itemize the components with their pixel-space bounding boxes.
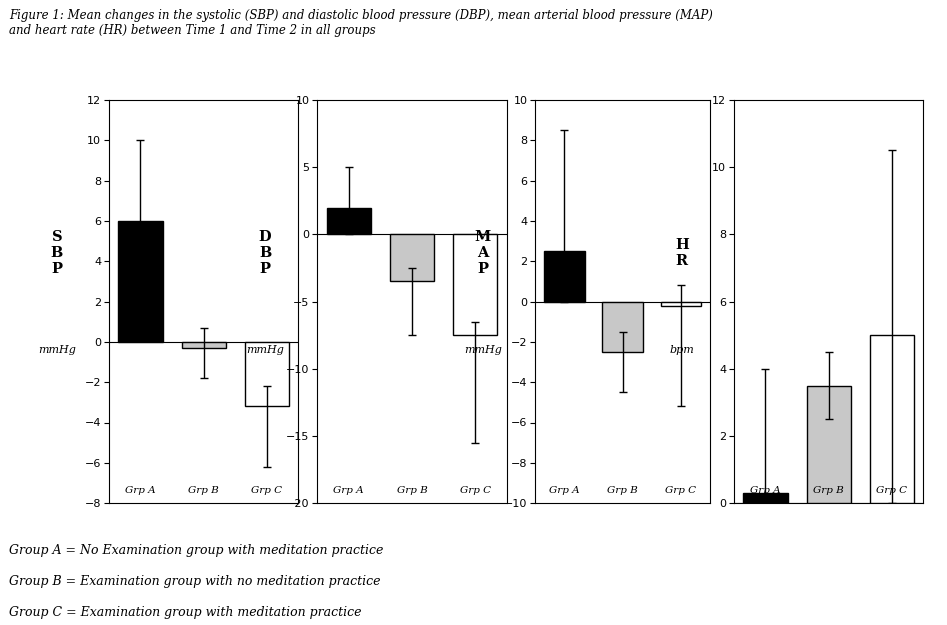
Bar <box>544 251 584 301</box>
Bar <box>869 335 914 503</box>
Text: Grp B: Grp B <box>813 486 844 495</box>
Text: bpm: bpm <box>670 345 694 355</box>
Bar <box>661 301 702 306</box>
Bar <box>602 301 643 352</box>
Text: Figure 1: Mean changes in the systolic (SBP) and diastolic blood pressure (DBP),: Figure 1: Mean changes in the systolic (… <box>9 9 713 38</box>
Text: mmHg: mmHg <box>38 345 76 355</box>
Text: Grp C: Grp C <box>876 486 907 495</box>
Text: S
B
P: S B P <box>51 230 63 276</box>
Text: mmHg: mmHg <box>246 345 284 355</box>
Text: D
B
P: D B P <box>259 230 272 276</box>
Text: Group A = No Examination group with meditation practice: Group A = No Examination group with medi… <box>9 544 384 557</box>
Text: Grp B: Grp B <box>607 486 638 495</box>
Bar <box>390 234 434 281</box>
Text: Group B = Examination group with no meditation practice: Group B = Examination group with no medi… <box>9 575 381 588</box>
Text: Grp A: Grp A <box>125 486 156 495</box>
Bar <box>453 234 497 335</box>
Text: Grp C: Grp C <box>666 486 697 495</box>
Bar <box>327 208 371 234</box>
Text: Grp A: Grp A <box>333 486 365 495</box>
Bar <box>743 493 788 503</box>
Bar <box>182 342 225 348</box>
Text: Grp B: Grp B <box>188 486 219 495</box>
Text: M
A
P: M A P <box>474 230 491 276</box>
Text: Group C = Examination group with meditation practice: Group C = Examination group with meditat… <box>9 606 362 619</box>
Text: Grp C: Grp C <box>459 486 491 495</box>
Bar <box>244 342 289 406</box>
Text: H
R: H R <box>675 238 688 268</box>
Text: Grp A: Grp A <box>750 486 781 495</box>
Text: Grp C: Grp C <box>251 486 282 495</box>
Text: Grp B: Grp B <box>397 486 427 495</box>
Bar <box>807 386 850 503</box>
Bar <box>118 221 163 342</box>
Text: Grp A: Grp A <box>549 486 580 495</box>
Text: mmHg: mmHg <box>464 345 502 355</box>
